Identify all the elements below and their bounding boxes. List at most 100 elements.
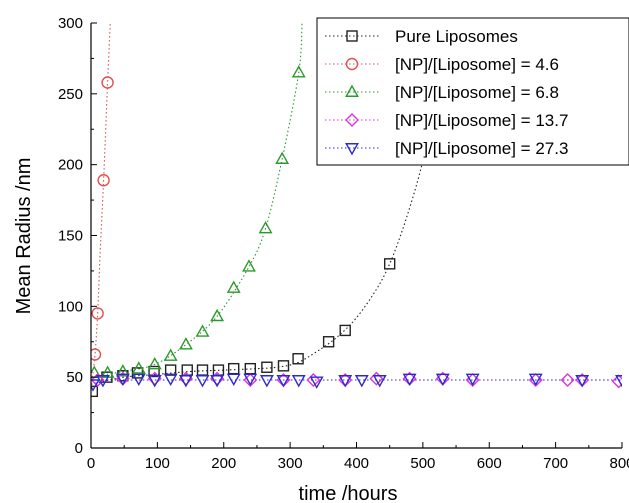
data-point [163, 373, 178, 387]
data-point [292, 353, 304, 365]
data-point [115, 373, 130, 387]
legend-entry: [NP]/[Liposome] = 27.3 [325, 139, 568, 158]
data-point [291, 375, 306, 388]
data-point [147, 375, 162, 388]
legend-label: Pure Liposomes [395, 27, 518, 46]
x-axis-title: time /hours [299, 483, 398, 503]
fit-curve-series-2 [91, 23, 111, 378]
data-point [560, 373, 575, 387]
data-point [575, 375, 590, 388]
data-point [259, 375, 274, 388]
y-tick-label: 250 [58, 86, 83, 103]
legend-entry: [NP]/[Liposome] = 13.7 [325, 111, 568, 130]
y-tick-label: 150 [58, 228, 83, 245]
data-point [276, 375, 291, 388]
data-point [369, 371, 384, 386]
data-point [147, 356, 162, 370]
y-axis-title: Mean Radius /nm [13, 158, 35, 315]
data-point [131, 361, 146, 374]
x-tick-label: 100 [145, 455, 170, 472]
legend-marker [345, 113, 359, 127]
axes: 0 100 200 300 400 500 600 700 800 0 50 100 150 200 250… [58, 15, 629, 472]
data-point [528, 373, 543, 387]
y-tick-label: 50 [66, 369, 83, 386]
legend: Pure Liposomes [NP]/[Liposome] = 4.6 [NP]/… [316, 17, 629, 166]
data-point [339, 324, 351, 337]
legend-entry: Pure Liposomes [325, 27, 518, 46]
data-point [131, 373, 146, 387]
data-point [338, 375, 353, 388]
y-tick-label: 200 [58, 157, 83, 174]
data-point [277, 360, 290, 372]
data-point [164, 364, 177, 376]
x-tick-label: 800 [609, 455, 629, 472]
data-point [196, 364, 209, 376]
data-point [91, 307, 104, 320]
data-point [372, 375, 387, 388]
data-point [91, 348, 102, 361]
legend-label: [NP]/[Liposome] = 4.6 [395, 55, 559, 74]
data-point [163, 348, 178, 361]
data-point [435, 373, 450, 387]
data-point [97, 174, 110, 187]
legend-label: [NP]/[Liposome] = 13.7 [395, 111, 568, 130]
data-point [465, 373, 480, 387]
legend-label: [NP]/[Liposome] = 27.3 [395, 139, 568, 158]
x-tick-label: 300 [278, 455, 303, 472]
legend-marker [346, 30, 358, 42]
fit-curves [91, 23, 622, 385]
x-tick-label: 600 [477, 455, 502, 472]
data-point [195, 324, 210, 337]
data-point [309, 376, 324, 389]
data-point [115, 364, 130, 377]
x-tick-label: 200 [211, 455, 236, 472]
series-3-points [91, 65, 306, 378]
data-point [228, 362, 240, 375]
data-point [226, 373, 241, 387]
data-point [383, 258, 396, 270]
data-point [611, 374, 622, 389]
fit-curve-series-1 [91, 122, 434, 385]
data-point [178, 375, 193, 388]
legend-marker [345, 143, 359, 156]
x-tick-label: 700 [543, 455, 568, 472]
fit-curve-series-3 [91, 23, 303, 378]
data-point [291, 65, 306, 78]
data-point [258, 220, 273, 234]
data-point [96, 375, 110, 388]
data-point [195, 375, 210, 388]
data-point [615, 375, 622, 388]
series-2-points [91, 76, 114, 361]
data-point [275, 151, 290, 164]
data-point [306, 373, 321, 387]
data-point [226, 280, 241, 293]
data-point [322, 336, 335, 348]
legend-entry: [NP]/[Liposome] = 4.6 [325, 55, 559, 74]
legend-label: [NP]/[Liposome] = 6.8 [395, 83, 559, 102]
data-point [261, 361, 273, 373]
data-point [402, 373, 417, 387]
y-tick-label: 100 [58, 298, 83, 315]
y-tick-label: 300 [58, 15, 83, 32]
data-point [148, 365, 160, 378]
series-5-points [91, 373, 622, 392]
data-point [101, 76, 114, 89]
data-point [243, 373, 258, 387]
data-point [210, 375, 225, 388]
data-point [354, 375, 369, 388]
legend-marker [345, 57, 359, 71]
series-1-points [91, 258, 396, 398]
legend-entry: [NP]/[Liposome] = 6.8 [325, 83, 559, 102]
x-tick-label: 500 [410, 455, 435, 472]
x-tick-label: 0 [87, 455, 95, 472]
data-point [91, 379, 100, 392]
x-tick-label: 400 [344, 455, 369, 472]
y-tick-label: 0 [75, 440, 83, 457]
data-point [242, 259, 256, 272]
data-point [91, 373, 105, 387]
data-markers [91, 65, 622, 398]
data-point [210, 308, 225, 322]
data-point [91, 385, 99, 398]
